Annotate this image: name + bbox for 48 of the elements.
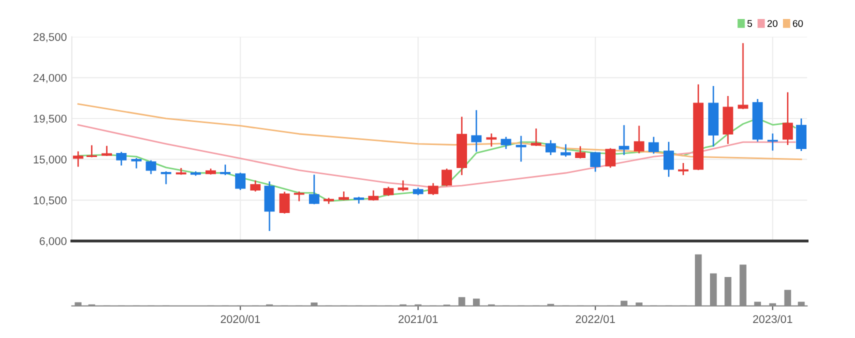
candlestick — [634, 126, 644, 154]
candlestick — [116, 152, 127, 166]
candlestick — [664, 142, 674, 177]
candlestick — [738, 43, 748, 110]
candlestick — [767, 134, 778, 151]
candlestick — [545, 140, 556, 156]
candlestick — [678, 162, 688, 176]
y-tick-label: 24,000 — [34, 74, 67, 84]
x-tick-label: 2021/01 — [398, 314, 438, 324]
candlestick — [279, 192, 290, 214]
candlestick — [648, 136, 659, 154]
line-series — [77, 103, 802, 160]
candlestick — [86, 145, 97, 158]
legend-label: 5 — [747, 20, 752, 27]
y-tick-label: 10,500 — [34, 196, 67, 206]
candlestick — [235, 172, 246, 190]
x-tick-label: 2020/01 — [220, 314, 260, 324]
candlestick — [442, 168, 452, 186]
x-tick-label: 2022/01 — [576, 314, 615, 324]
candlestick — [605, 148, 616, 168]
candlestick — [72, 151, 84, 167]
candlestick — [428, 183, 438, 195]
y-tick-label: 6,000 — [40, 237, 67, 246]
candlestick — [618, 125, 630, 156]
candlestick — [294, 191, 304, 202]
candlestick — [590, 152, 601, 172]
y-tick-label: 28,500 — [34, 33, 67, 42]
legend-label: 20 — [768, 20, 778, 27]
candlestick — [782, 92, 793, 145]
candlestick — [131, 158, 142, 168]
candlestick — [146, 160, 156, 174]
candlestick — [486, 134, 497, 147]
candlestick — [796, 118, 806, 152]
candlestick — [160, 171, 172, 184]
candlestick — [250, 180, 261, 192]
x-tick-label: 2023/01 — [753, 314, 792, 324]
legend-label: 60 — [792, 20, 803, 27]
y-tick-label: 19,500 — [34, 114, 67, 124]
candlestick — [471, 110, 482, 152]
candlestick — [560, 144, 571, 157]
candlestick — [500, 136, 512, 149]
candlestick — [398, 180, 408, 192]
candlestick — [308, 174, 320, 204]
candlestick — [176, 168, 186, 175]
y-tick-label: 15,000 — [34, 156, 67, 165]
candlestick — [220, 164, 230, 176]
candlestick — [530, 128, 542, 146]
candlestick — [575, 146, 586, 158]
